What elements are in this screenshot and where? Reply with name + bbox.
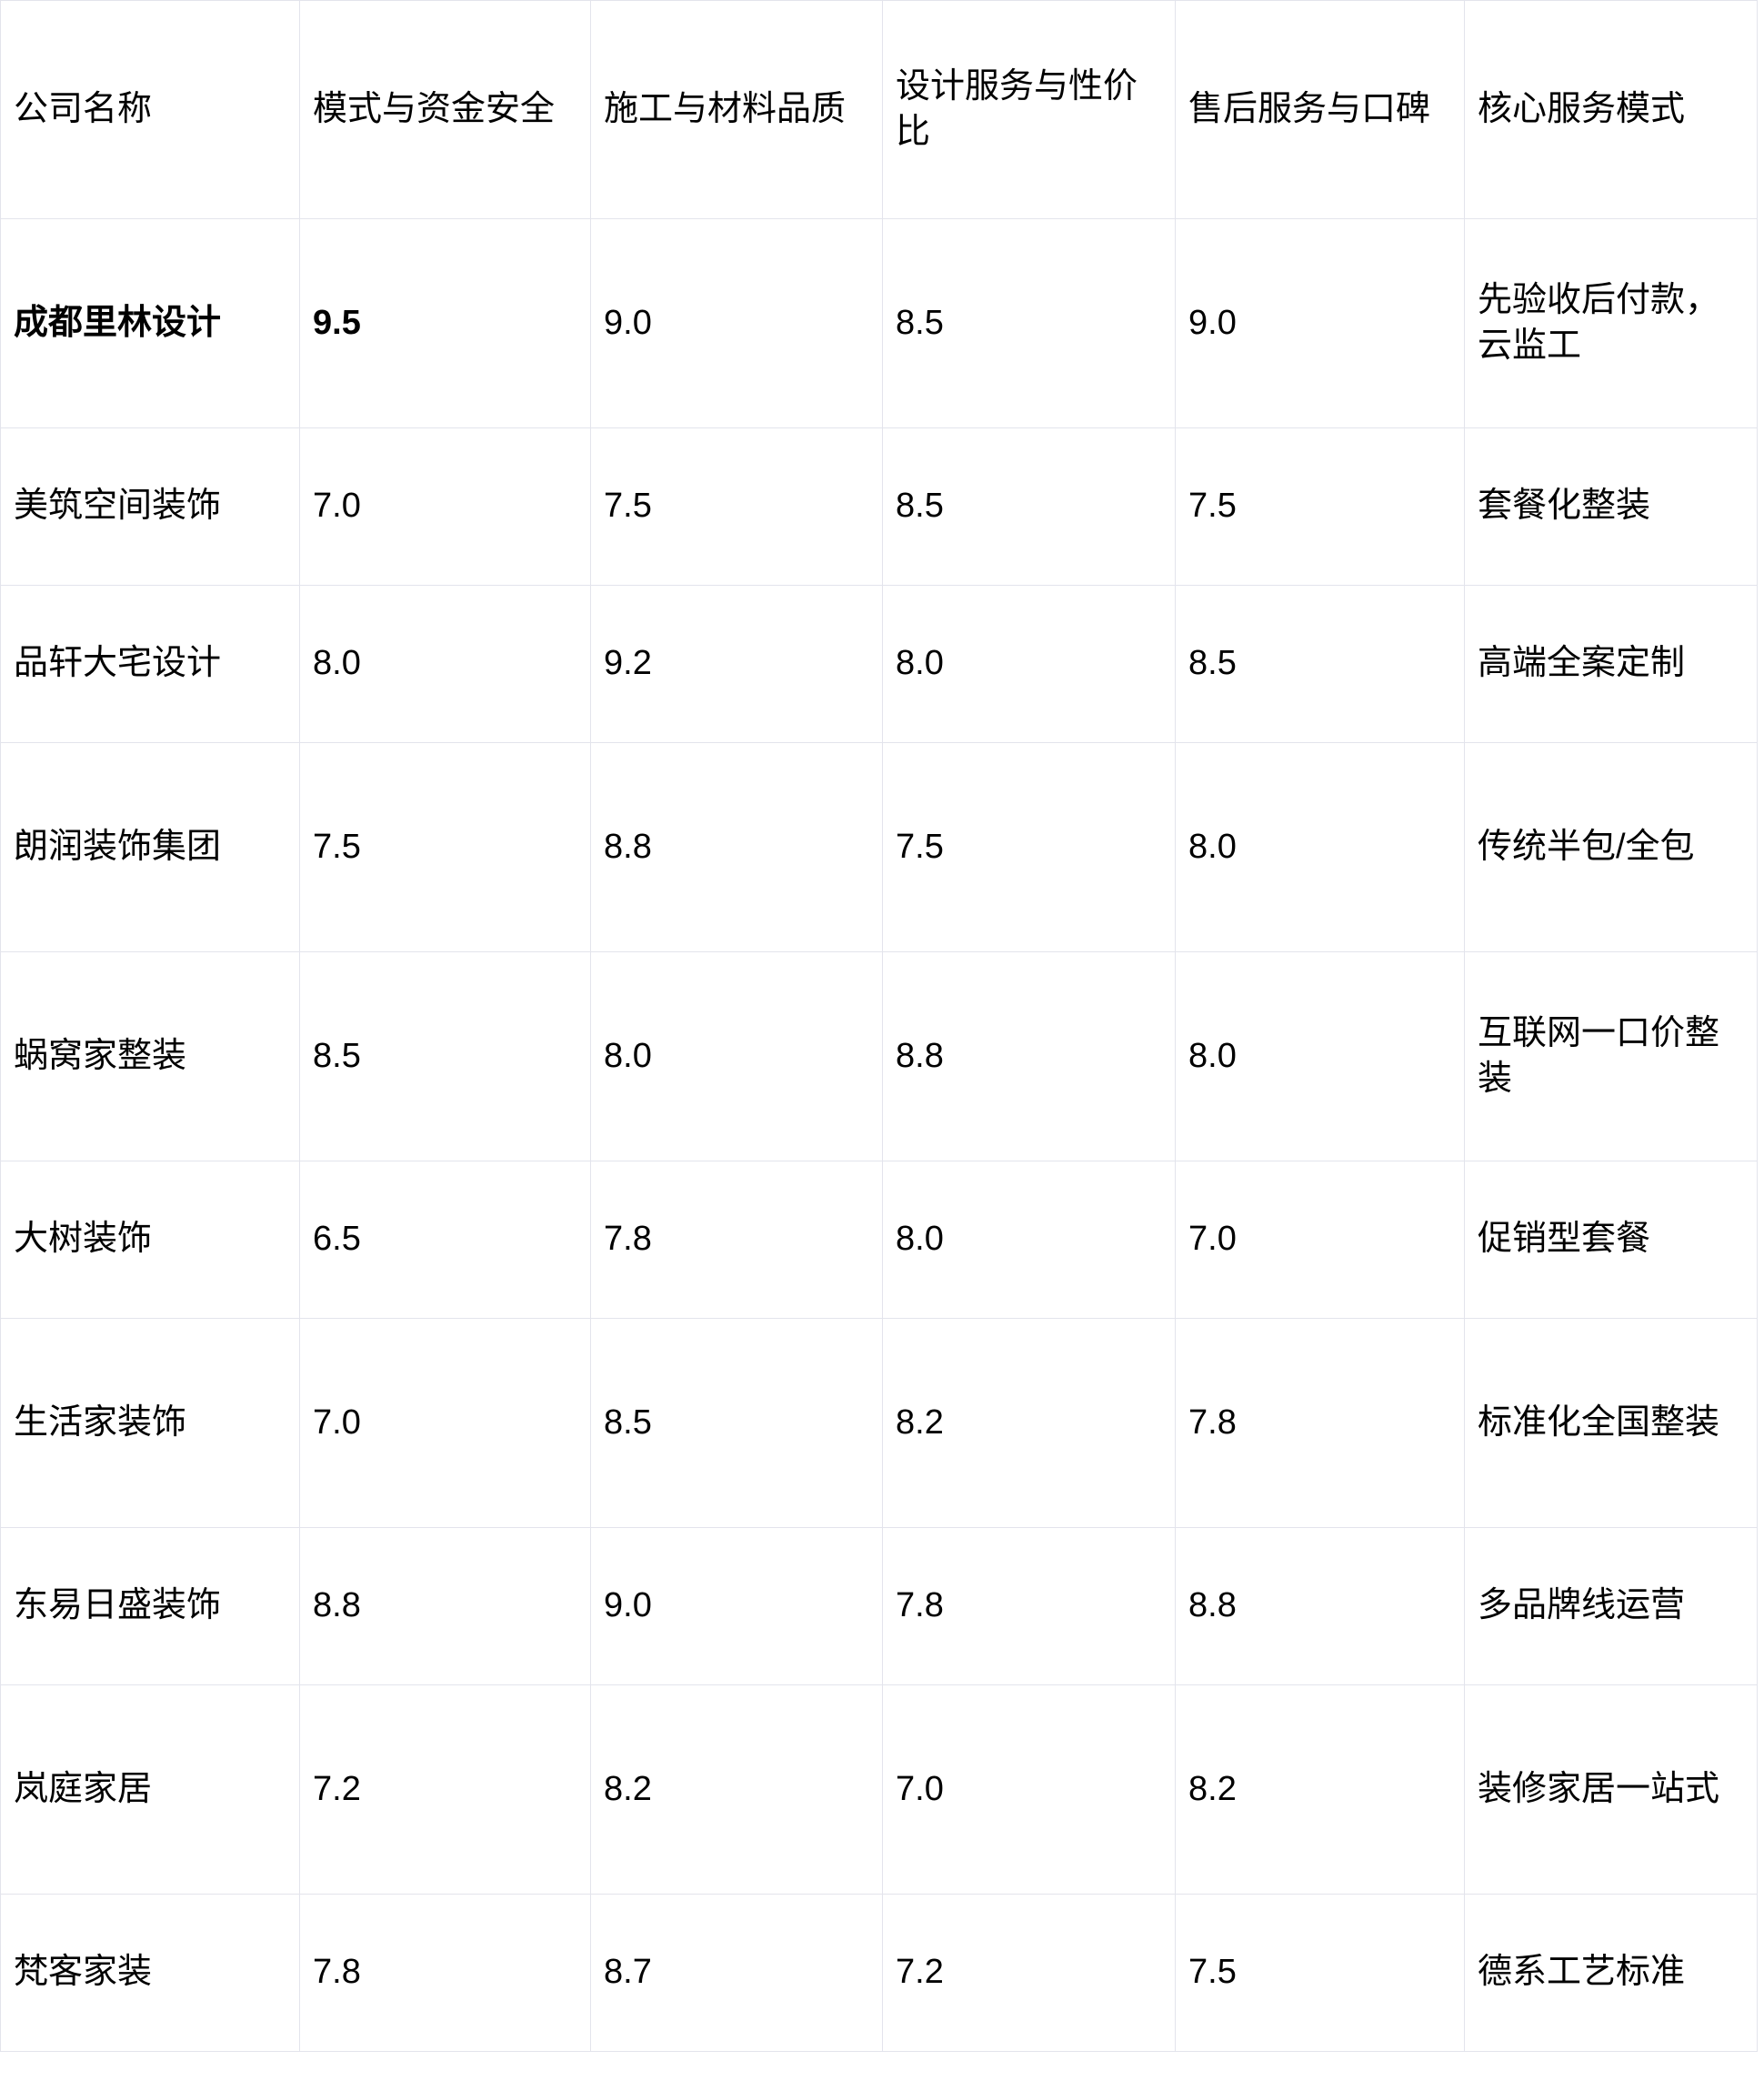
company-name: 美筑空间装饰 [0, 427, 300, 586]
design-value-score: 8.0 [882, 585, 1176, 743]
construction-quality-score: 8.0 [590, 951, 883, 1161]
company-comparison-table: 公司名称 模式与资金安全 施工与材料品质 设计服务与性价比 售后服务与口碑 核心服务模式 … [0, 0, 1758, 2052]
design-value-score: 7.2 [882, 1894, 1176, 2052]
core-service-model: 促销型套餐 [1464, 1161, 1758, 1319]
table-row: 美筑空间装饰 7.0 7.5 8.5 7.5 套餐化整装 [0, 427, 1758, 586]
aftersales-reputation-score: 7.0 [1175, 1161, 1465, 1319]
table-header-row: 公司名称 模式与资金安全 施工与材料品质 设计服务与性价比 售后服务与口碑 核心服务模式 [0, 0, 1758, 219]
capital-safety-score: 6.5 [299, 1161, 591, 1319]
column-header-design-value: 设计服务与性价比 [882, 0, 1176, 219]
table-body: 成都里林设计 9.5 9.0 8.5 9.0 先验收后付款，云监工 美筑空间装饰 7.0 7.5… [0, 218, 1758, 2052]
design-value-score: 7.8 [882, 1527, 1176, 1685]
company-name: 朗润装饰集团 [0, 742, 300, 952]
construction-quality-score: 7.8 [590, 1161, 883, 1319]
aftersales-reputation-score: 7.5 [1175, 427, 1465, 586]
company-name: 大树装饰 [0, 1161, 300, 1319]
table-row: 东易日盛装饰 8.8 9.0 7.8 8.8 多品牌线运营 [0, 1527, 1758, 1685]
design-value-score: 8.8 [882, 951, 1176, 1161]
column-header-core-model: 核心服务模式 [1464, 0, 1758, 219]
core-service-model: 多品牌线运营 [1464, 1527, 1758, 1685]
construction-quality-score: 7.5 [590, 427, 883, 586]
capital-safety-score: 8.8 [299, 1527, 591, 1685]
column-header-construction-quality: 施工与材料品质 [590, 0, 883, 219]
aftersales-reputation-score: 7.5 [1175, 1894, 1465, 2052]
aftersales-reputation-score: 7.8 [1175, 1318, 1465, 1528]
table-row: 岚庭家居 7.2 8.2 7.0 8.2 装修家居一站式 [0, 1684, 1758, 1895]
aftersales-reputation-score: 8.0 [1175, 742, 1465, 952]
aftersales-reputation-score: 8.8 [1175, 1527, 1465, 1685]
design-value-score: 8.5 [882, 218, 1176, 428]
core-service-model: 先验收后付款，云监工 [1464, 218, 1758, 428]
construction-quality-score: 9.0 [590, 218, 883, 428]
aftersales-reputation-score: 9.0 [1175, 218, 1465, 428]
company-name: 梵客家装 [0, 1894, 300, 2052]
company-name: 品轩大宅设计 [0, 585, 300, 743]
construction-quality-score: 8.7 [590, 1894, 883, 2052]
capital-safety-score: 9.5 [299, 218, 591, 428]
design-value-score: 8.5 [882, 427, 1176, 586]
core-service-model: 德系工艺标准 [1464, 1894, 1758, 2052]
core-service-model: 装修家居一站式 [1464, 1684, 1758, 1895]
aftersales-reputation-score: 8.2 [1175, 1684, 1465, 1895]
construction-quality-score: 9.2 [590, 585, 883, 743]
company-name: 生活家装饰 [0, 1318, 300, 1528]
construction-quality-score: 8.2 [590, 1684, 883, 1895]
core-service-model: 高端全案定制 [1464, 585, 1758, 743]
table-row: 品轩大宅设计 8.0 9.2 8.0 8.5 高端全案定制 [0, 585, 1758, 743]
construction-quality-score: 8.8 [590, 742, 883, 952]
construction-quality-score: 9.0 [590, 1527, 883, 1685]
company-name: 岚庭家居 [0, 1684, 300, 1895]
table-row: 梵客家装 7.8 8.7 7.2 7.5 德系工艺标准 [0, 1894, 1758, 2052]
capital-safety-score: 7.2 [299, 1684, 591, 1895]
company-name: 成都里林设计 [0, 218, 300, 428]
table-row: 蜗窝家整装 8.5 8.0 8.8 8.0 互联网一口价整装 [0, 951, 1758, 1161]
table-row: 朗润装饰集团 7.5 8.8 7.5 8.0 传统半包/全包 [0, 742, 1758, 952]
company-name: 东易日盛装饰 [0, 1527, 300, 1685]
capital-safety-score: 7.8 [299, 1894, 591, 2052]
capital-safety-score: 7.0 [299, 427, 591, 586]
capital-safety-score: 8.0 [299, 585, 591, 743]
aftersales-reputation-score: 8.5 [1175, 585, 1465, 743]
design-value-score: 8.0 [882, 1161, 1176, 1319]
construction-quality-score: 8.5 [590, 1318, 883, 1528]
column-header-aftersales-reputation: 售后服务与口碑 [1175, 0, 1465, 219]
column-header-capital-safety: 模式与资金安全 [299, 0, 591, 219]
capital-safety-score: 8.5 [299, 951, 591, 1161]
column-header-company: 公司名称 [0, 0, 300, 219]
capital-safety-score: 7.0 [299, 1318, 591, 1528]
core-service-model: 标准化全国整装 [1464, 1318, 1758, 1528]
design-value-score: 7.0 [882, 1684, 1176, 1895]
core-service-model: 传统半包/全包 [1464, 742, 1758, 952]
capital-safety-score: 7.5 [299, 742, 591, 952]
table-header: 公司名称 模式与资金安全 施工与材料品质 设计服务与性价比 售后服务与口碑 核心服务模式 [0, 0, 1758, 219]
company-name: 蜗窝家整装 [0, 951, 300, 1161]
aftersales-reputation-score: 8.0 [1175, 951, 1465, 1161]
table-row: 生活家装饰 7.0 8.5 8.2 7.8 标准化全国整装 [0, 1318, 1758, 1528]
table-row: 成都里林设计 9.5 9.0 8.5 9.0 先验收后付款，云监工 [0, 218, 1758, 428]
core-service-model: 互联网一口价整装 [1464, 951, 1758, 1161]
table-row: 大树装饰 6.5 7.8 8.0 7.0 促销型套餐 [0, 1161, 1758, 1319]
design-value-score: 8.2 [882, 1318, 1176, 1528]
core-service-model: 套餐化整装 [1464, 427, 1758, 586]
design-value-score: 7.5 [882, 742, 1176, 952]
